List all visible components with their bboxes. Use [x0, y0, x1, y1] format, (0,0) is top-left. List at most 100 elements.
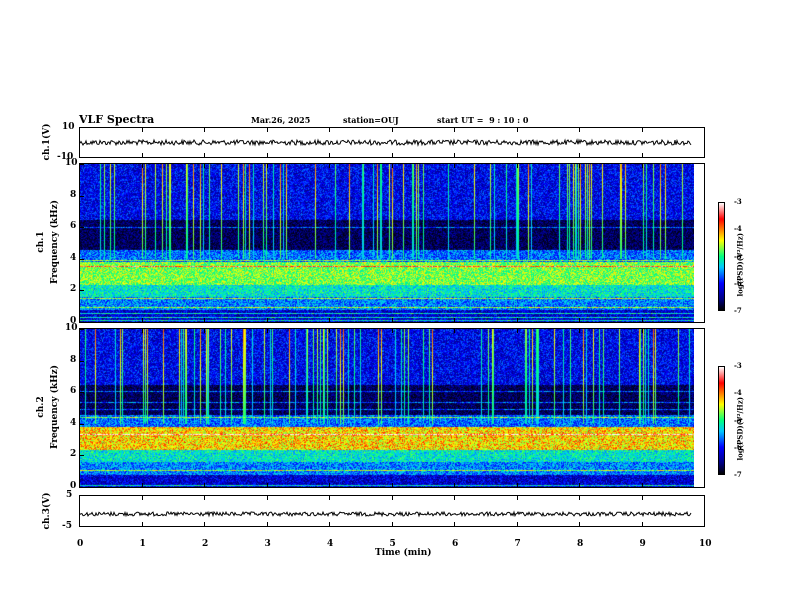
- x-tick-mark: [79, 153, 80, 158]
- x-tick-mark: [454, 328, 455, 333]
- x-tick-mark: [329, 153, 330, 158]
- x-tick-label: 7: [514, 539, 521, 549]
- ch2-spectrogram-ytick-label: 10: [65, 323, 78, 333]
- x-tick-mark: [579, 163, 580, 168]
- ch2-colorbar: [718, 366, 725, 475]
- x-tick-label: 4: [327, 539, 334, 549]
- x-tick-mark: [704, 483, 705, 488]
- x-tick-mark: [516, 153, 518, 158]
- ch1-colorbar-tick: -7: [734, 306, 742, 315]
- x-tick-mark: [329, 483, 330, 488]
- ch2-spectrogram-ylabel-top: ch.2: [36, 396, 46, 418]
- ch3-ylabel: ch.3(V): [42, 492, 52, 530]
- ch1-spectrogram-ytick-mark: [79, 227, 84, 229]
- x-tick-mark: [704, 522, 705, 527]
- start-time-label: start UT = 9 : 10 : 0: [437, 115, 529, 125]
- ch2-spectrogram-ylabel: Frequency (kHz): [50, 365, 60, 450]
- ch1-spectrogram-ytick-mark: [79, 164, 84, 165]
- chart-title: VLF Spectra: [79, 113, 155, 126]
- x-tick-mark: [704, 153, 705, 158]
- ch2-spectrogram-ytick-mark: [79, 329, 84, 330]
- x-tick-label: 9: [639, 539, 646, 549]
- ch1-spectrogram-ylabel-top: ch.1: [36, 231, 46, 253]
- x-tick-mark: [79, 127, 80, 132]
- x-tick-mark: [579, 318, 580, 323]
- x-tick-mark: [516, 127, 518, 132]
- x-tick-mark: [329, 318, 330, 323]
- x-tick-mark: [141, 522, 143, 527]
- x-tick-mark: [329, 495, 330, 500]
- ch2-colorbar-tick: -6: [734, 442, 742, 452]
- ch1-spectrogram-ytick-label: 2: [70, 284, 77, 295]
- x-tick-mark: [641, 153, 643, 158]
- x-tick-mark: [516, 483, 518, 488]
- x-tick-mark: [641, 483, 643, 488]
- x-tick-label: 6: [452, 539, 459, 549]
- x-tick-mark: [204, 163, 205, 168]
- x-tick-mark: [454, 127, 455, 132]
- ch2-colorbar-tick: -7: [734, 470, 742, 479]
- x-tick-mark: [266, 127, 268, 132]
- x-tick-mark: [266, 318, 268, 323]
- x-tick-mark: [204, 522, 205, 527]
- x-tick-mark: [516, 328, 518, 333]
- x-tick-mark: [204, 153, 205, 158]
- ch1-ytick-top: 10: [62, 122, 75, 132]
- ch1-spectrogram-ytick-mark: [79, 322, 84, 323]
- x-tick-mark: [329, 163, 330, 168]
- x-tick-label: 2: [202, 539, 209, 549]
- ch1-waveform-trace: [80, 138, 692, 147]
- ch1-colorbar-label: log(PSD)(V²/Hz): [735, 232, 745, 297]
- x-tick-mark: [454, 153, 455, 158]
- ch3-ytick-top: 5: [66, 490, 73, 500]
- ch1-spectrogram-ytick-label: 6: [70, 221, 77, 232]
- x-tick-mark: [391, 318, 393, 323]
- x-tick-mark: [704, 127, 705, 132]
- x-tick-mark: [579, 483, 580, 488]
- x-tick-mark: [141, 127, 143, 132]
- x-tick-mark: [141, 153, 143, 158]
- ch2-spectrogram-ytick-mark: [79, 360, 84, 362]
- x-tick-mark: [141, 163, 143, 168]
- x-tick-mark: [391, 328, 393, 333]
- x-tick-mark: [641, 495, 643, 500]
- ch2-spectrogram-ytick-mark: [79, 423, 84, 425]
- x-tick-mark: [79, 328, 80, 333]
- x-tick-label: 10: [699, 539, 712, 549]
- x-tick-mark: [454, 318, 455, 323]
- ch1-colorbar-tick: -3: [734, 197, 742, 206]
- x-tick-mark: [391, 495, 393, 500]
- ch1-colorbar-tick: -4: [734, 224, 742, 234]
- x-tick-mark: [329, 127, 330, 132]
- waveform-line: [80, 510, 692, 518]
- x-tick-label: 0: [77, 539, 84, 549]
- ch1-colorbar: [718, 202, 725, 311]
- x-tick-mark: [641, 522, 643, 527]
- ch1-spectrogram-ytick-mark: [79, 195, 84, 197]
- x-tick-mark: [204, 495, 205, 500]
- ch2-colorbar-tick: -4: [734, 388, 742, 398]
- x-tick-mark: [704, 495, 705, 500]
- x-tick-mark: [266, 495, 268, 500]
- x-tick-mark: [391, 127, 393, 132]
- x-tick-mark: [79, 483, 80, 488]
- x-tick-mark: [391, 483, 393, 488]
- x-tick-mark: [79, 522, 80, 527]
- x-tick-label: 8: [577, 539, 584, 549]
- ch2-spectrogram-ytick-label: 2: [70, 449, 77, 460]
- x-tick-mark: [579, 522, 580, 527]
- x-tick-mark: [204, 318, 205, 323]
- x-tick-mark: [329, 328, 330, 333]
- ch2-spectrogram-ytick-mark: [79, 392, 84, 394]
- ch2-spectrogram-ytick-label: 6: [70, 386, 77, 397]
- ch1-ylabel: ch.1(V): [42, 123, 52, 161]
- x-tick-mark: [266, 328, 268, 333]
- ch2-spectrogram-ytick-label: 8: [70, 354, 77, 365]
- x-tick-mark: [454, 163, 455, 168]
- x-tick-mark: [704, 318, 705, 323]
- ch1-colorbar-tick: -6: [734, 278, 742, 288]
- ch1-spectrogram-ytick-label: 10: [65, 158, 78, 168]
- ch3-waveform-trace: [80, 510, 692, 518]
- ch1-spectrogram-ytick-mark: [79, 290, 84, 292]
- ch1-spectrogram-ylabel: Frequency (kHz): [50, 200, 60, 285]
